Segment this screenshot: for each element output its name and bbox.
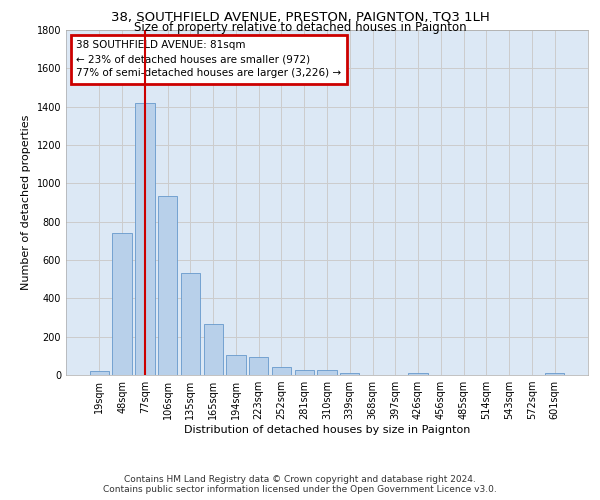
Bar	[181, 274, 200, 375]
Bar	[272, 368, 291, 375]
Text: Size of property relative to detached houses in Paignton: Size of property relative to detached ho…	[134, 21, 466, 34]
Bar	[545, 372, 564, 375]
Text: 38, SOUTHFIELD AVENUE, PRESTON, PAIGNTON, TQ3 1LH: 38, SOUTHFIELD AVENUE, PRESTON, PAIGNTON…	[110, 11, 490, 24]
Bar	[112, 233, 132, 375]
Bar	[158, 196, 178, 375]
Bar	[135, 103, 155, 375]
Text: 38 SOUTHFIELD AVENUE: 81sqm
← 23% of detached houses are smaller (972)
77% of se: 38 SOUTHFIELD AVENUE: 81sqm ← 23% of det…	[76, 40, 341, 78]
Bar	[409, 372, 428, 375]
Bar	[249, 357, 268, 375]
Bar	[317, 370, 337, 375]
Text: Contains HM Land Registry data © Crown copyright and database right 2024.
Contai: Contains HM Land Registry data © Crown c…	[103, 474, 497, 494]
X-axis label: Distribution of detached houses by size in Paignton: Distribution of detached houses by size …	[184, 425, 470, 435]
Bar	[226, 355, 245, 375]
Bar	[295, 370, 314, 375]
Bar	[90, 371, 109, 375]
Bar	[203, 324, 223, 375]
Y-axis label: Number of detached properties: Number of detached properties	[21, 115, 31, 290]
Bar	[340, 372, 359, 375]
